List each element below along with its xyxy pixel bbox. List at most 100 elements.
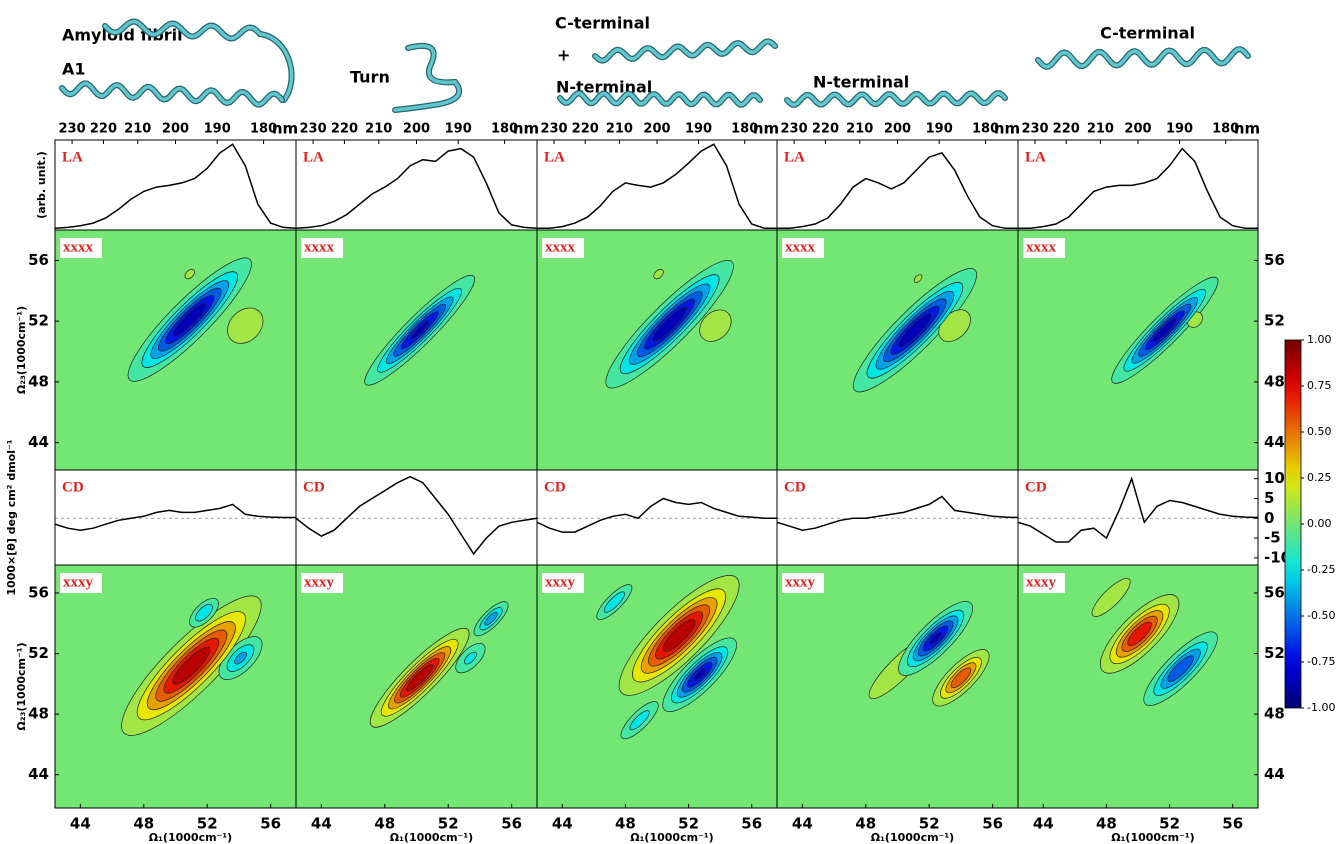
- line: [537, 497, 777, 533]
- x-unit: nm: [513, 120, 539, 138]
- contour: [406, 664, 434, 692]
- structure-label: C-terminal: [555, 14, 650, 33]
- panel-frame: [776, 139, 1019, 231]
- panel: [537, 230, 777, 470]
- y-tick-label: 52: [28, 644, 49, 662]
- panel: [777, 565, 1018, 808]
- panel-label: LA: [62, 149, 83, 165]
- contour: [662, 619, 696, 652]
- map-background: [537, 565, 777, 808]
- y-axis-label: Ω₂₃(1000cm⁻¹): [15, 306, 28, 394]
- y-tick-label: 52: [1264, 644, 1285, 662]
- panel: [55, 565, 296, 808]
- y-tick-label: 56: [28, 251, 49, 269]
- y-tick-label: 44: [28, 433, 49, 451]
- colorbar-tick-label: 0.00: [1307, 517, 1332, 530]
- contour: [929, 632, 942, 645]
- x-tick-label: 48: [374, 815, 395, 833]
- x-tick-label: 230: [59, 122, 86, 137]
- colorbar-tick-label: -0.50: [1307, 609, 1335, 622]
- panel-frame: [776, 469, 1019, 566]
- x-tick-label: 48: [615, 815, 636, 833]
- line: [1018, 147, 1258, 230]
- panel-label: xxxx: [785, 239, 816, 255]
- x-axis-label: Ω₁(1000cm⁻¹): [871, 831, 954, 844]
- panel-label: xxxy: [785, 574, 816, 590]
- x-tick-label: 200: [884, 122, 911, 137]
- x-tick-label: 230: [540, 122, 567, 137]
- structure-label: Turn: [350, 68, 390, 87]
- contour: [1127, 621, 1152, 647]
- contour: [652, 306, 687, 342]
- x-tick-label: 220: [572, 122, 599, 137]
- panel-frame: [54, 139, 297, 231]
- x-tick-label: 44: [311, 815, 332, 833]
- x-tick-label: 200: [162, 122, 189, 137]
- contour: [1091, 578, 1131, 617]
- label-box: [1023, 573, 1065, 593]
- panel-label: xxxy: [63, 574, 94, 590]
- contour: [1152, 318, 1177, 343]
- x-tick-label: 48: [855, 815, 876, 833]
- x-tick-label: 44: [792, 815, 813, 833]
- contour: [464, 651, 477, 665]
- contour: [950, 667, 972, 689]
- x-tick-label: 210: [124, 122, 151, 137]
- structure-label: +: [557, 46, 570, 65]
- contour: [410, 321, 429, 340]
- panel: [55, 143, 296, 230]
- panel-frame: [1017, 469, 1259, 566]
- contour: [913, 274, 923, 283]
- label-box: [60, 573, 102, 593]
- panel: [296, 475, 537, 556]
- panel-label: CD: [544, 479, 566, 495]
- x-tick-label: 180: [1212, 122, 1239, 137]
- y-tick-label: 48: [28, 372, 49, 390]
- x-tick-label: 52: [1159, 815, 1180, 833]
- panel-label: CD: [303, 479, 325, 495]
- panel: [1018, 476, 1258, 543]
- x-tick-label: 52: [678, 815, 699, 833]
- structure-label: A1: [62, 60, 86, 79]
- contour: [195, 603, 213, 622]
- x-tick-label: 200: [1124, 122, 1151, 137]
- x-tick-label: 220: [1053, 122, 1080, 137]
- y-tick-label: 56: [1264, 584, 1285, 602]
- panel-label: xxxy: [1026, 574, 1057, 590]
- panel: [1018, 147, 1258, 230]
- panel-frame: [1017, 564, 1259, 809]
- contour: [898, 313, 932, 347]
- x-tick-label: 48: [1096, 815, 1117, 833]
- strand: [393, 44, 461, 112]
- x-tick-label: 190: [204, 122, 231, 137]
- panel-frame: [295, 139, 538, 231]
- y-axis-label: Ω₂₃(1000cm⁻¹): [15, 642, 28, 730]
- y-tick-label: 48: [1264, 705, 1285, 723]
- colorbar: [1284, 339, 1302, 709]
- panel: [1018, 230, 1258, 470]
- panel-label: xxxx: [545, 239, 576, 255]
- contour: [653, 268, 664, 280]
- panel: [537, 143, 777, 230]
- line: [1018, 476, 1258, 543]
- x-tick-label: 210: [606, 122, 633, 137]
- contour: [173, 302, 207, 337]
- strand: [593, 39, 777, 63]
- x-tick-label: 44: [1033, 815, 1054, 833]
- y-tick-label: 52: [28, 312, 49, 330]
- contour: [484, 612, 498, 626]
- x-axis-label: Ω₁(1000cm⁻¹): [149, 831, 232, 844]
- y-tick-label: 52: [1264, 312, 1285, 330]
- contour: [172, 646, 211, 685]
- contour: [693, 668, 706, 682]
- panel: [55, 230, 296, 470]
- x-tick-label: 52: [438, 815, 459, 833]
- panel-label: xxxx: [63, 239, 94, 255]
- panel-frame: [536, 469, 778, 566]
- contour: [184, 268, 195, 280]
- x-tick-label: 180: [491, 122, 518, 137]
- structure-label: C-terminal: [1100, 24, 1195, 43]
- y-tick-label: 48: [1264, 372, 1285, 390]
- y-tick-label: -10: [1264, 548, 1291, 566]
- y-tick-label: 44: [28, 765, 49, 783]
